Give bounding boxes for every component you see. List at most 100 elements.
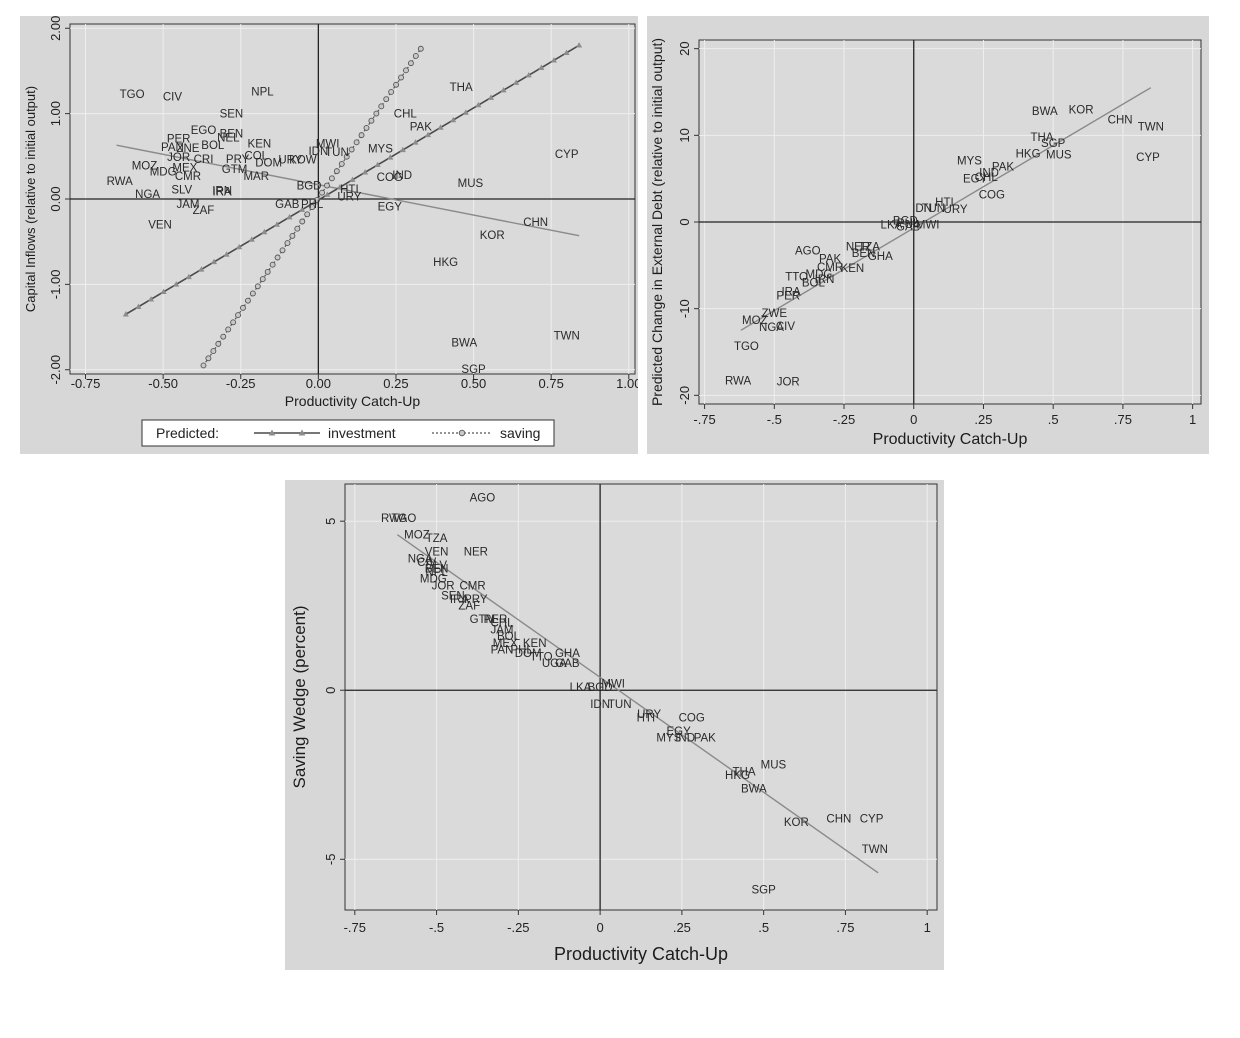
series-marker-saving — [240, 304, 246, 311]
x-tick-label: 1.00 — [616, 376, 638, 391]
series-marker-saving — [338, 160, 345, 167]
x-axis-title: Productivity Catch-Up — [554, 944, 728, 964]
point-label: TZA — [858, 241, 880, 253]
point-label: HKG — [433, 257, 458, 269]
point-label: IND — [392, 170, 412, 182]
point-label: PAK — [992, 162, 1014, 174]
series-marker-saving — [348, 146, 355, 153]
x-tick-label: -0.75 — [71, 376, 101, 391]
x-tick-label: 1 — [924, 920, 931, 935]
series-marker-investment — [387, 154, 394, 160]
point-label: HKG — [725, 770, 750, 782]
point-label: ZAF — [458, 601, 480, 613]
series-marker-investment — [324, 191, 331, 197]
series-marker-investment — [273, 221, 280, 227]
x-tick-label: -.5 — [429, 920, 444, 935]
series-marker-investment — [362, 169, 369, 175]
point-label: TUN — [325, 147, 349, 159]
point-label: SEN — [220, 109, 244, 121]
legend-label-investment: investment — [328, 425, 396, 441]
point-label: ZAF — [193, 205, 215, 217]
legend-title: Predicted: — [156, 425, 219, 441]
point-label: HTI — [935, 197, 954, 209]
legend-marker-investment — [298, 429, 306, 436]
series-marker-saving — [294, 225, 301, 232]
point-label: KEN — [523, 638, 547, 650]
series-marker-saving — [249, 290, 256, 297]
point-label: NEL — [217, 133, 240, 145]
point-label: ZWE — [762, 308, 788, 320]
point-label: EGO — [191, 125, 217, 137]
x-tick-label: 0 — [596, 920, 603, 935]
point-label: GHA — [868, 251, 893, 263]
point-label: COG — [377, 172, 403, 184]
point-label: URY — [637, 709, 661, 721]
series-marker-saving — [215, 340, 222, 347]
series-marker-investment — [286, 213, 293, 220]
x-tick-label: 1 — [1189, 412, 1196, 427]
point-label: EGY — [378, 202, 403, 214]
x-tick-label: .75 — [836, 920, 854, 935]
y-tick-label: 20 — [677, 41, 692, 55]
point-label: CIV — [163, 92, 183, 104]
series-marker-saving — [225, 326, 232, 333]
point-label: PAN — [161, 142, 184, 154]
point-label: MUS — [761, 760, 787, 772]
series-marker-saving — [417, 45, 424, 52]
point-label: EGY — [963, 174, 988, 186]
series-marker-investment — [299, 206, 306, 212]
point-label: MOZ — [742, 315, 768, 327]
series-marker-investment — [550, 57, 557, 63]
point-label: CMR — [175, 171, 201, 183]
y-tick-label: -1.00 — [48, 270, 63, 300]
y-tick-label: -10 — [677, 299, 692, 318]
series-marker-investment — [223, 251, 230, 257]
point-label: TGO — [734, 341, 759, 353]
series-marker-saving — [353, 139, 360, 146]
series-marker-investment — [513, 79, 520, 85]
point-label: URY — [278, 155, 302, 167]
point-label: NPL — [425, 567, 448, 579]
chart-panel-saving-wedge: -.75 -.5 -.25 0 .25 .5 .75 1 -5 0 5 Productivity Ca… — [285, 480, 944, 970]
series-marker-saving — [289, 232, 296, 239]
point-label: IRN — [815, 274, 835, 286]
y-axis-title: Predicted Change in External Debt (relat… — [649, 38, 665, 406]
series-marker-saving — [358, 132, 365, 139]
point-label: THA — [450, 82, 473, 94]
point-label: CMR — [817, 262, 843, 274]
point-label: GHA — [555, 648, 580, 660]
point-label: JAM — [176, 199, 199, 211]
point-label: CYP — [860, 814, 884, 826]
series-marker-investment — [336, 184, 343, 190]
series-marker-saving — [407, 60, 414, 67]
point-label: CYP — [1136, 152, 1160, 164]
point-label: TWN — [1138, 122, 1164, 134]
point-label: NGA — [408, 553, 433, 565]
point-label: JOR — [167, 152, 190, 164]
point-label: KEN — [248, 139, 272, 151]
series-marker-investment — [135, 303, 142, 309]
point-label: CIV — [776, 321, 796, 333]
series-marker-investment — [538, 64, 545, 70]
point-label: AGO — [795, 246, 821, 258]
point-label: CHN — [1108, 115, 1133, 127]
point-label: BGD — [297, 180, 322, 192]
series-marker-saving — [393, 81, 400, 88]
series-marker-saving — [235, 312, 242, 319]
point-label: GAB — [896, 221, 921, 233]
point-label: MWI — [316, 139, 340, 151]
point-label: PAK — [694, 733, 716, 745]
x-tick-label: -0.25 — [226, 376, 256, 391]
point-label: BEN — [852, 248, 876, 260]
series-marker-investment — [160, 288, 167, 295]
x-tick-label: 0 — [910, 412, 917, 427]
point-label: CHL — [975, 172, 999, 184]
series-marker-saving — [373, 110, 380, 117]
series-marker-saving — [210, 348, 217, 355]
point-label: PHL — [510, 645, 533, 657]
point-label: IDN — [590, 699, 610, 711]
legend-marker-investment — [268, 429, 276, 436]
point-label: BEN — [425, 564, 449, 576]
point-label: MOZ — [404, 530, 430, 542]
x-tick-label: -0.50 — [148, 376, 178, 391]
